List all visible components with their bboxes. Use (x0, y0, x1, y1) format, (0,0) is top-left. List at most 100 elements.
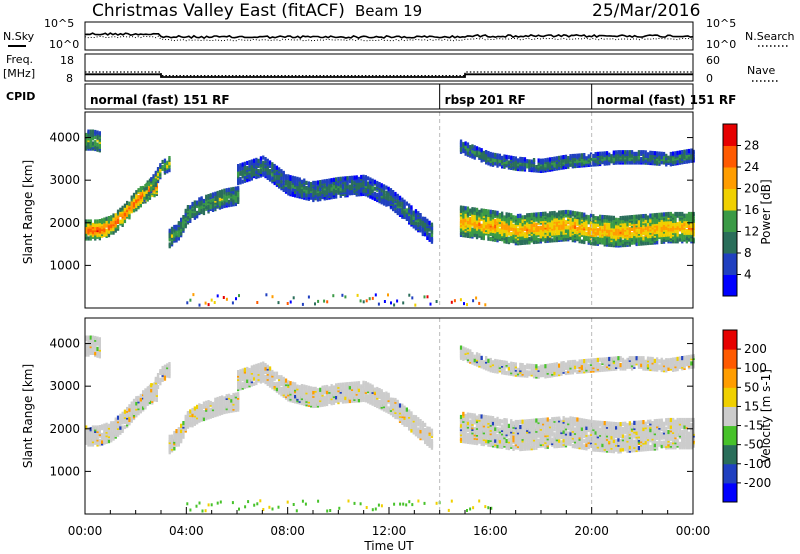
power-ground-cell (411, 296, 414, 300)
power-cell (532, 226, 536, 231)
power-cell (669, 151, 672, 157)
power-cell (239, 170, 242, 175)
power-cell (528, 219, 531, 224)
velocity-cell (103, 428, 106, 433)
power-cell (546, 223, 549, 228)
power-cell (637, 150, 641, 155)
velocity-cell (296, 384, 299, 389)
power-cell (521, 157, 524, 162)
power-cell (332, 189, 336, 194)
power-cell (526, 221, 529, 226)
velocity-cell (344, 385, 347, 390)
power-cell (268, 160, 272, 165)
power-cell (532, 216, 536, 221)
velocity-cell (89, 435, 92, 440)
power-cell (373, 191, 377, 196)
power-cell (482, 222, 485, 227)
velocity-cell (312, 390, 315, 395)
velocity-cell (355, 395, 358, 400)
power-cell (633, 223, 636, 228)
power-cell (580, 239, 584, 244)
velocity-cell (202, 416, 206, 422)
power-cell (147, 181, 151, 186)
power-cell (291, 184, 294, 189)
power-cell (114, 220, 117, 225)
power-cell (168, 228, 171, 233)
power-cell (401, 201, 404, 206)
velocity-cell (332, 385, 336, 390)
power-cell (489, 236, 492, 242)
power-cell (551, 238, 554, 243)
velocity-cell (273, 375, 276, 380)
power-cell (105, 228, 108, 233)
power-cell (503, 215, 506, 220)
velocity-cell (239, 372, 242, 377)
velocity-cell (182, 421, 185, 426)
power-cell (239, 176, 242, 182)
velocity-cell (257, 369, 260, 375)
power-cell (382, 184, 386, 189)
power-cell (466, 142, 470, 147)
velocity-cell (105, 422, 108, 427)
power-cell (553, 210, 556, 216)
power-cell (291, 187, 294, 192)
power-cell (225, 188, 228, 193)
power-ground-cell (265, 293, 268, 297)
power-cell (307, 181, 310, 186)
power-cell (330, 186, 333, 191)
velocity-cell (287, 380, 290, 385)
power-cell (553, 156, 556, 161)
power-cell (487, 209, 490, 214)
velocity-cell (291, 381, 294, 386)
velocity-cell (268, 376, 272, 381)
velocity-cell (110, 429, 113, 434)
power-cell (692, 211, 695, 217)
power-cell (271, 172, 274, 177)
velocity-cell (398, 417, 402, 422)
power-cell (96, 219, 99, 224)
power-cell (216, 201, 219, 206)
power-cell (154, 170, 157, 175)
power-cell (669, 220, 672, 225)
velocity-cell (382, 407, 386, 412)
power-cell (526, 213, 529, 218)
velocity-cell (382, 392, 386, 397)
velocity-cell (321, 385, 324, 390)
power-cell (116, 219, 120, 224)
power-cell (621, 215, 625, 220)
velocity-cell (307, 389, 310, 394)
power-cell (651, 213, 654, 218)
power-cell (186, 205, 190, 210)
power-cell (103, 222, 106, 227)
power-cell (146, 180, 149, 185)
power-cell (501, 221, 504, 226)
power-cell (325, 178, 329, 184)
power-cell (394, 191, 397, 197)
power-cell (142, 185, 145, 191)
power-cell (473, 217, 476, 222)
power-cell (626, 215, 629, 220)
velocity-cell (337, 382, 340, 388)
power-cell (544, 233, 547, 238)
power-cell (371, 185, 374, 190)
freq-panel-frame (84, 53, 694, 82)
velocity-cell (132, 398, 136, 403)
power-cell (255, 169, 258, 174)
power-cell (268, 169, 272, 174)
power-cell (430, 222, 434, 227)
power-cell (489, 209, 492, 214)
power-cell (596, 236, 599, 241)
power-cell (530, 159, 533, 164)
y-tick-label: 2000 (49, 216, 80, 230)
power-cell (305, 180, 308, 185)
power-cell (594, 152, 597, 157)
power-cell (330, 183, 333, 188)
power-cell (530, 212, 533, 217)
power-cell (599, 238, 602, 243)
power-cell (573, 228, 577, 233)
power-cell (494, 210, 497, 215)
power-cell (560, 155, 563, 160)
power-cell (564, 154, 568, 159)
velocity-cell (237, 392, 240, 397)
